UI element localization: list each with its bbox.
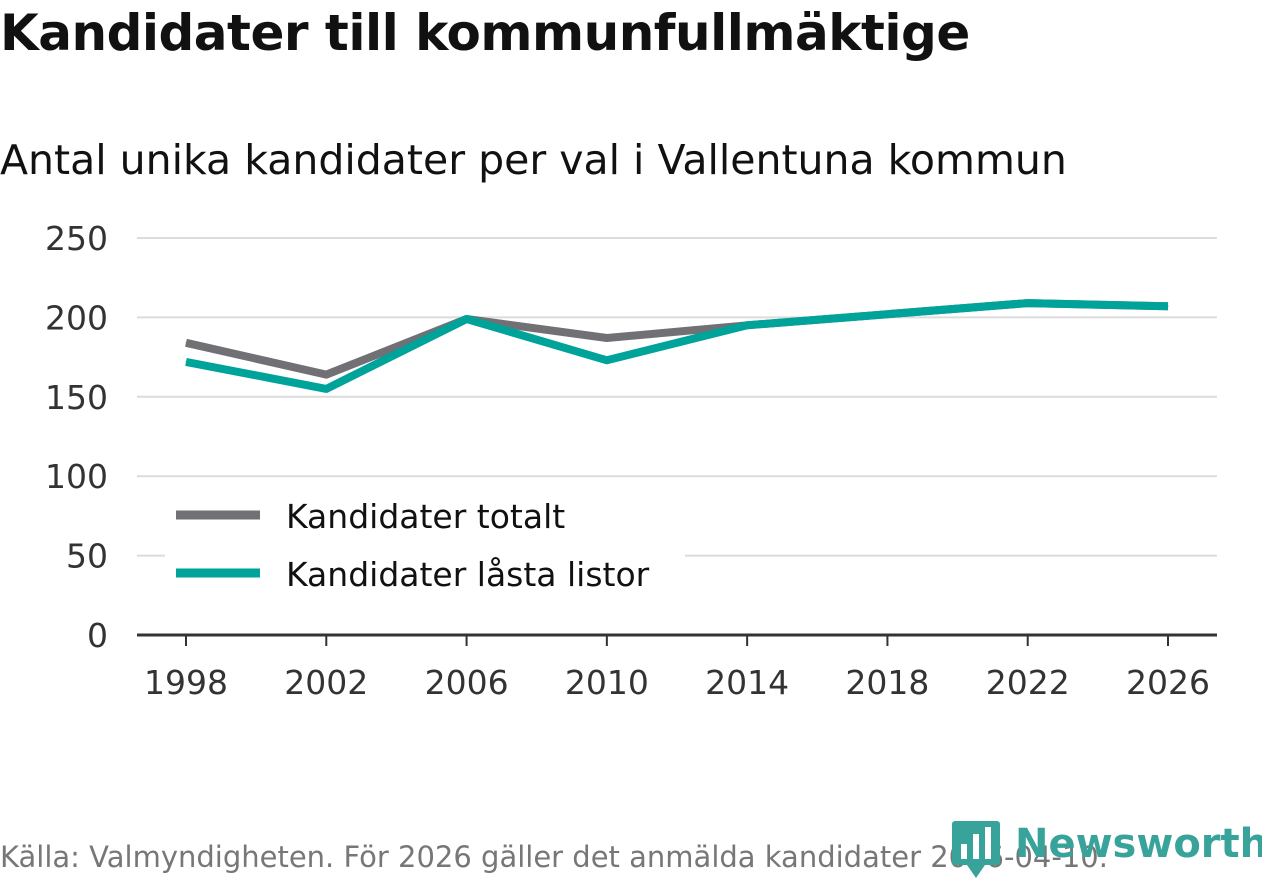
- line-chart: 0 50 100 150 200 250 1998 2002 2006 2010 2014 2018…: [45, 219, 1217, 702]
- chart-title: Kandidater till kommunfullmäktige: [0, 4, 970, 62]
- x-tick-label: 2022: [986, 663, 1070, 702]
- data-point: [1167, 305, 1169, 307]
- series-lines: [185, 299, 1169, 393]
- data-point: [185, 342, 187, 344]
- data-point: [1027, 302, 1029, 304]
- x-tick-label: 2026: [1126, 663, 1210, 702]
- legend-label-lasta-listor: Kandidater låsta listor: [286, 555, 650, 594]
- series-line-1: [185, 299, 1169, 393]
- data-point: [606, 359, 608, 361]
- y-tick-label: 200: [45, 298, 108, 337]
- brand-name: Newsworthy: [1015, 821, 1262, 867]
- y-tick-label: 50: [66, 537, 108, 576]
- data-point: [466, 318, 468, 320]
- chart-subtitle: Antal unika kandidater per val i Vallent…: [0, 136, 1067, 184]
- x-tick-label: 2014: [705, 663, 789, 702]
- legend-label-totalt: Kandidater totalt: [286, 497, 565, 536]
- data-point: [325, 388, 327, 390]
- data-point: [746, 324, 748, 326]
- source-note: Källa: Valmyndigheten. För 2026 gäller d…: [0, 840, 1108, 874]
- y-tick-label: 100: [45, 457, 108, 496]
- legend: Kandidater totalt Kandidater låsta listo…: [165, 493, 685, 609]
- data-point: [606, 337, 608, 339]
- x-tick-label: 2018: [845, 663, 929, 702]
- x-tick-label: 1998: [144, 663, 228, 702]
- brand-logo: Newsworthy: [951, 818, 1262, 878]
- data-point: [886, 313, 888, 315]
- y-axis: 0 50 100 150 200 250: [45, 219, 108, 655]
- data-point: [325, 374, 327, 376]
- y-tick-label: 250: [45, 219, 108, 258]
- x-tick-label: 2006: [425, 663, 509, 702]
- x-tick-label: 2002: [284, 663, 368, 702]
- data-point: [185, 361, 187, 363]
- x-axis: 1998 2002 2006 2010 2014 2018 2022 2026: [137, 633, 1217, 702]
- bar-chart-pin-icon: [951, 818, 1001, 878]
- y-tick-label: 150: [45, 378, 108, 417]
- y-tick-label: 0: [87, 616, 108, 655]
- x-tick-label: 2010: [565, 663, 649, 702]
